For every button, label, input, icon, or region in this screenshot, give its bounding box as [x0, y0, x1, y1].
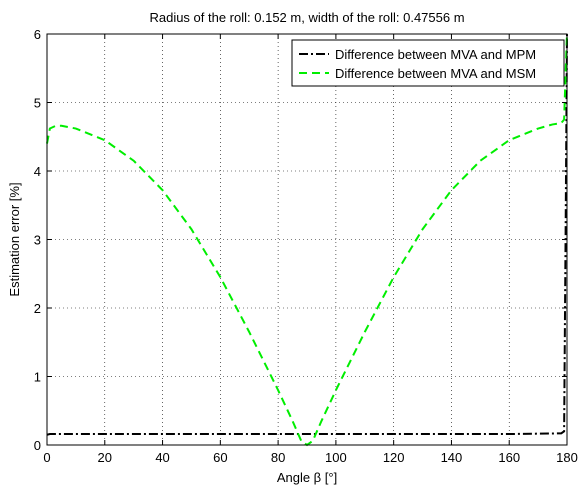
series-line-1 [46, 33, 568, 436]
x-axis-label: Angle β [°] [277, 470, 337, 485]
x-tick-label: 120 [383, 450, 405, 465]
y-tick-label: 0 [34, 438, 41, 453]
y-tick-label: 2 [34, 301, 41, 316]
y-axis-label: Estimation error [%] [7, 182, 22, 296]
series-layer [46, 33, 568, 447]
ticks: 0 20 40 60 80 100 120 140 160 180 0 1 2 3 4 5 6 [34, 27, 578, 465]
y-tick-label: 6 [34, 27, 41, 42]
x-tick-label: 40 [155, 450, 169, 465]
legend: Difference between MVA and MPM Difference… [291, 39, 565, 87]
legend-box [291, 39, 565, 87]
x-tick-label: 60 [213, 450, 227, 465]
chart-title: Radius of the roll: 0.152 m, width of th… [149, 10, 464, 25]
x-tick-label: 80 [271, 450, 285, 465]
series-line-2 [46, 33, 568, 447]
x-tick-label: 0 [43, 450, 50, 465]
grid [47, 34, 567, 445]
legend-label-1: Difference between MVA and MPM [335, 47, 536, 62]
x-tick-label: 180 [556, 450, 578, 465]
legend-label-2: Difference between MVA and MSM [335, 66, 536, 81]
x-tick-label: 20 [98, 450, 112, 465]
x-tick-label: 140 [441, 450, 463, 465]
x-tick-label: 100 [325, 450, 347, 465]
y-tick-label: 3 [34, 233, 41, 248]
y-tick-label: 1 [34, 370, 41, 385]
y-tick-label: 4 [34, 164, 41, 179]
x-tick-label: 160 [498, 450, 520, 465]
y-tick-label: 5 [34, 96, 41, 111]
